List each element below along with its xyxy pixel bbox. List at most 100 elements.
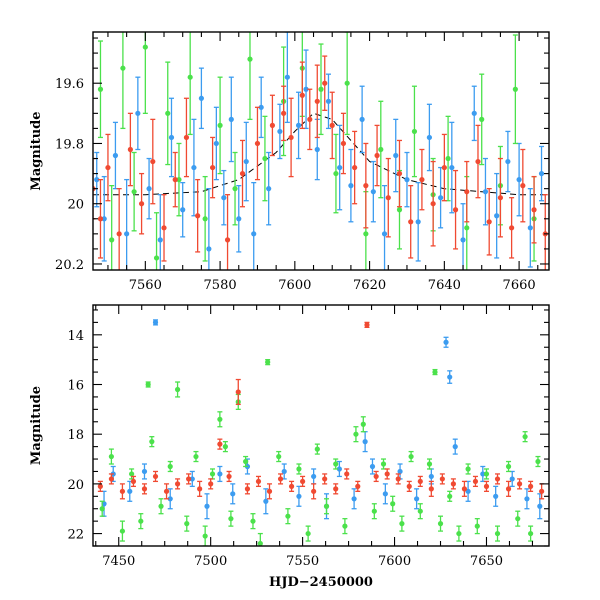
data-point bbox=[340, 112, 347, 175]
data-point bbox=[419, 148, 425, 211]
data-point bbox=[333, 458, 339, 470]
data-point bbox=[153, 212, 160, 270]
data-point bbox=[174, 478, 181, 490]
data-point bbox=[152, 470, 159, 483]
data-point bbox=[437, 515, 444, 532]
y-tick-label: 19.8 bbox=[55, 137, 84, 152]
data-point bbox=[296, 463, 302, 475]
data-point bbox=[465, 463, 471, 475]
top-axes: 7560 7580 7600 7620 7640 7660 19.6 19.8 20 20.2 bbox=[55, 31, 550, 293]
x-tick-label: 7550 bbox=[286, 554, 319, 569]
bottom-data-marks bbox=[97, 319, 545, 546]
data-point bbox=[99, 500, 105, 517]
data-point bbox=[281, 85, 287, 142]
data-point bbox=[141, 463, 148, 480]
x-tick-label: 7650 bbox=[470, 554, 503, 569]
data-point bbox=[157, 194, 163, 270]
data-point bbox=[266, 483, 273, 500]
data-point bbox=[483, 468, 490, 480]
data-point bbox=[371, 503, 377, 520]
x-tick-label: 7660 bbox=[503, 278, 536, 293]
data-point bbox=[184, 515, 190, 532]
data-point bbox=[452, 169, 459, 250]
data-point bbox=[397, 463, 403, 480]
bottom-y-axis-title: Magnitude bbox=[29, 386, 44, 465]
data-point bbox=[432, 368, 438, 376]
data-point bbox=[251, 181, 257, 270]
data-point bbox=[168, 97, 175, 178]
data-point bbox=[174, 381, 181, 398]
data-point bbox=[119, 483, 126, 500]
data-point bbox=[452, 438, 458, 455]
data-point bbox=[180, 181, 186, 238]
data-point bbox=[265, 359, 271, 366]
plot-frame bbox=[92, 304, 550, 547]
data-point bbox=[163, 483, 170, 500]
x-tick-label: 7560 bbox=[129, 278, 162, 293]
data-point bbox=[204, 493, 210, 520]
data-point bbox=[217, 411, 223, 428]
data-point bbox=[353, 426, 359, 443]
y-tick-label: 20 bbox=[67, 198, 84, 213]
data-point bbox=[465, 480, 471, 502]
data-point bbox=[406, 480, 412, 492]
data-point bbox=[531, 175, 537, 244]
data-point bbox=[342, 518, 348, 535]
data-point bbox=[258, 76, 264, 139]
data-point bbox=[230, 483, 236, 505]
data-point bbox=[494, 172, 500, 259]
data-point bbox=[471, 85, 477, 142]
bottom-panel: 7450 7500 7550 7600 7650 14 16 18 20 22 Magnitude… bbox=[29, 304, 550, 590]
series-1 bbox=[99, 359, 541, 546]
data-point bbox=[472, 475, 479, 488]
data-point bbox=[522, 431, 528, 443]
data-point bbox=[307, 88, 313, 151]
data-point bbox=[351, 488, 357, 510]
data-point bbox=[247, 32, 253, 121]
data-point bbox=[217, 76, 223, 175]
data-point bbox=[243, 455, 249, 468]
data-point bbox=[116, 188, 122, 270]
data-point bbox=[183, 97, 190, 178]
data-point bbox=[135, 76, 141, 151]
data-point bbox=[262, 115, 268, 202]
data-point bbox=[322, 55, 328, 111]
y-tick-label: 16 bbox=[67, 379, 84, 394]
data-point bbox=[145, 381, 151, 388]
data-point bbox=[101, 175, 107, 262]
data-point bbox=[197, 480, 203, 497]
data-point bbox=[213, 106, 219, 181]
data-point bbox=[323, 498, 330, 515]
data-point bbox=[288, 480, 295, 492]
data-point bbox=[235, 378, 241, 406]
data-point bbox=[475, 124, 481, 199]
data-point bbox=[414, 488, 420, 510]
data-point bbox=[221, 169, 227, 226]
data-point bbox=[208, 478, 214, 490]
data-point bbox=[524, 488, 530, 510]
data-point bbox=[460, 203, 466, 270]
data-point bbox=[167, 460, 173, 473]
data-point bbox=[482, 157, 489, 226]
data-point bbox=[120, 32, 126, 130]
data-point bbox=[505, 460, 512, 473]
data-point bbox=[217, 465, 223, 483]
data-point bbox=[105, 133, 111, 202]
data-point bbox=[537, 493, 543, 520]
data-point bbox=[209, 468, 216, 480]
data-point bbox=[516, 142, 522, 217]
data-point bbox=[189, 470, 195, 488]
data-point bbox=[277, 473, 284, 485]
data-point bbox=[355, 480, 361, 492]
data-point bbox=[269, 94, 276, 157]
data-point bbox=[311, 483, 317, 500]
series-2 bbox=[97, 321, 545, 500]
data-point bbox=[395, 473, 401, 485]
data-point bbox=[456, 525, 462, 542]
data-point bbox=[97, 178, 104, 259]
data-point bbox=[430, 160, 436, 247]
data-point bbox=[396, 139, 403, 208]
data-point bbox=[337, 124, 343, 211]
data-point bbox=[263, 488, 269, 515]
